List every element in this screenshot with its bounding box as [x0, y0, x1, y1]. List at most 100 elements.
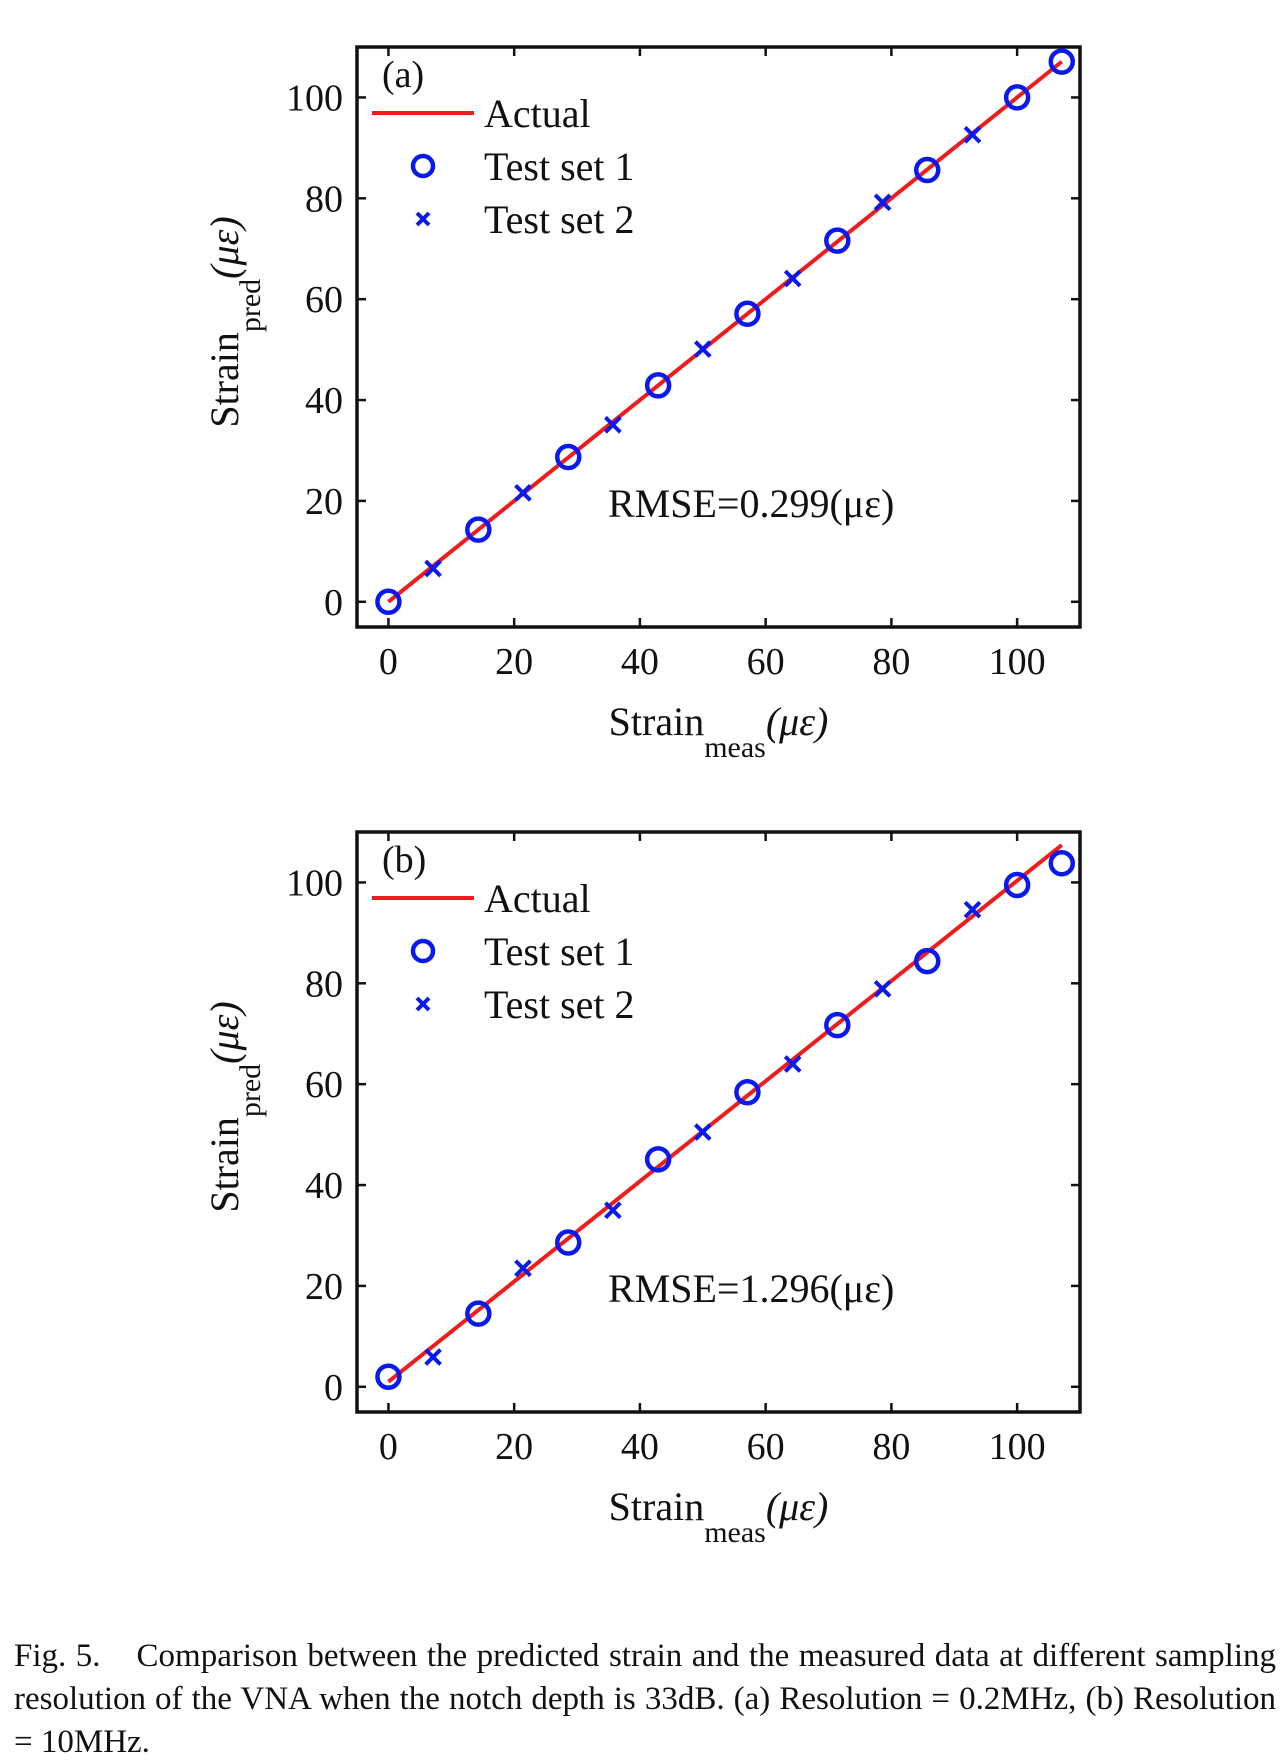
series-actual-line	[387, 843, 1064, 1384]
x-marker-stroke	[963, 125, 982, 144]
legend: Actual Test set 1 Test set 2	[372, 876, 635, 1027]
test-set-1-point	[465, 1300, 492, 1327]
test-set-2-point	[514, 484, 532, 502]
x-axis-label-main: Strain	[609, 1484, 705, 1529]
x-marker-stroke	[693, 1123, 712, 1141]
y-tick-label: 0	[324, 1367, 343, 1409]
x-marker-stroke	[604, 1201, 622, 1220]
x-marker-stroke	[963, 900, 982, 919]
test-set-1-point	[644, 1146, 672, 1173]
x-marker-stroke	[514, 484, 532, 502]
series-actual-line	[387, 60, 1064, 604]
x-marker-stroke	[604, 415, 622, 434]
test-set-1-point	[824, 227, 851, 254]
test-set-2-point	[424, 559, 442, 578]
test-set-1-point	[375, 588, 402, 616]
x-marker-stroke	[873, 980, 892, 998]
plot-area-frame	[355, 45, 1082, 629]
y-tick-label: 20	[305, 1266, 343, 1308]
x-tick-label: 80	[872, 1426, 910, 1468]
y-axis-label-unit: (με)	[202, 1001, 247, 1063]
y-axis-label: Strainpred(με)	[202, 216, 267, 427]
caption-label: Fig. 5.	[14, 1638, 101, 1674]
chart-panel-a: 0 20 40 60 80 100020406080100Strainmeas(με)St…	[202, 45, 1082, 764]
test-set-1-point	[824, 1011, 851, 1039]
y-axis-label-main: Strain	[202, 1117, 247, 1213]
test-set-1-point	[913, 947, 941, 975]
legend-test-set-2-marker	[415, 211, 431, 227]
x-tick-label: 60	[747, 1426, 785, 1468]
x-tick-label: 20	[495, 1426, 533, 1468]
y-tick-label: 100	[286, 862, 343, 904]
y-axis-label-unit: (με)	[202, 216, 247, 278]
x-tick-label: 40	[621, 641, 659, 683]
caption-text: Comparison between the predicted strain …	[14, 1638, 1277, 1760]
x-marker-stroke	[693, 340, 712, 358]
x-tick-label: 0	[379, 641, 398, 683]
x-axis-label-sub: meas	[704, 731, 766, 764]
y-axis-label-sub: pred	[234, 1064, 267, 1117]
y-tick-label: 20	[305, 481, 343, 523]
legend-actual-label: Actual	[484, 876, 591, 921]
legend-test-set-2-label: Test set 2	[484, 197, 635, 242]
test-set-2-point	[693, 340, 712, 358]
test-set-2-point	[693, 1123, 712, 1141]
y-axis-label-main: Strain	[202, 332, 247, 428]
x-axis-label: Strainmeas(με)	[609, 699, 829, 764]
panel-label: (a)	[382, 54, 424, 96]
x-marker-stroke	[873, 193, 892, 212]
legend-test-set-1-marker	[410, 153, 436, 179]
test-set-1-point	[734, 1078, 761, 1106]
test-set-1-point	[644, 372, 672, 399]
y-tick-label: 0	[324, 582, 343, 624]
legend-test-set-1-marker	[410, 938, 436, 964]
plot-area-frame	[355, 830, 1082, 1414]
test-set-2-point	[963, 125, 982, 144]
x-tick-label: 20	[495, 641, 533, 683]
x-tick-label: 100	[989, 641, 1046, 683]
y-tick-label: 80	[305, 963, 343, 1005]
x-marker-stroke	[514, 1259, 532, 1278]
panel-label: (b)	[382, 839, 426, 881]
x-marker-stroke	[424, 559, 442, 578]
test-set-1-point	[375, 1363, 402, 1390]
x-axis-label-sub: meas	[704, 1516, 766, 1549]
chart-panel-b: 0 20 40 60 80 100020406080100Strainmeas(με)St…	[202, 830, 1082, 1549]
legend-test-set-2-label: Test set 2	[484, 982, 635, 1027]
test-set-1-point	[734, 300, 761, 328]
y-tick-label: 60	[305, 1064, 343, 1106]
y-axis-label: Strainpred(με)	[202, 1001, 267, 1212]
test-set-2-point	[783, 1055, 802, 1073]
test-set-1-point	[1003, 871, 1031, 899]
test-set-1-point	[465, 516, 492, 543]
x-marker-stroke	[424, 1348, 442, 1366]
rmse-annotation: RMSE=0.299(με)	[608, 481, 894, 526]
x-tick-label: 100	[989, 1426, 1046, 1468]
x-axis-label-unit: (με)	[766, 1484, 828, 1529]
legend-test-set-2-marker	[415, 996, 431, 1012]
x-marker-stroke	[783, 269, 802, 288]
legend-actual-label: Actual	[484, 91, 591, 136]
test-set-1-point	[1048, 48, 1076, 75]
x-axis-label-main: Strain	[609, 699, 705, 744]
x-marker-stroke	[783, 1055, 802, 1073]
x-axis-label-unit: (με)	[766, 699, 828, 744]
test-set-1-point	[554, 1229, 582, 1256]
x-tick-label: 40	[621, 1426, 659, 1468]
test-set-1-point	[554, 443, 582, 471]
y-tick-label: 100	[286, 77, 343, 119]
test-set-1-point	[913, 156, 941, 184]
test-set-1-point	[1003, 84, 1031, 111]
x-tick-label: 60	[747, 641, 785, 683]
legend-test-set-1-label: Test set 1	[484, 929, 635, 974]
rmse-annotation: RMSE=1.296(με)	[608, 1266, 894, 1311]
test-set-2-point	[783, 269, 802, 288]
test-set-1-point	[1048, 850, 1076, 877]
legend-test-set-1-label: Test set 1	[484, 144, 635, 189]
test-set-2-point	[424, 1348, 442, 1366]
y-axis-label-sub: pred	[234, 279, 267, 332]
y-tick-label: 40	[305, 1165, 343, 1207]
x-axis-label: Strainmeas(με)	[609, 1484, 829, 1549]
y-tick-label: 80	[305, 178, 343, 220]
test-set-2-point	[963, 900, 982, 919]
